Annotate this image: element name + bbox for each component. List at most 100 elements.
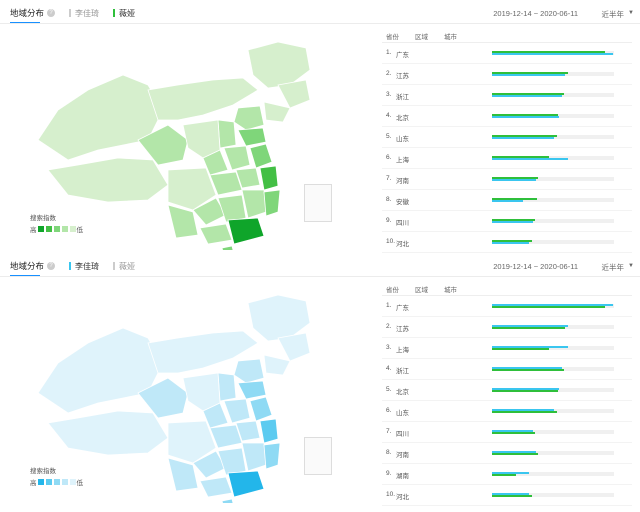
province-shape[interactable] (227, 470, 265, 498)
province-shape[interactable] (47, 410, 169, 456)
province-shape[interactable] (235, 167, 261, 189)
ranking-row[interactable]: 9. 湖南 (382, 464, 632, 485)
tab-li-jiaqi[interactable]: 李佳琦 (69, 8, 99, 19)
tab-li-jiaqi[interactable]: 李佳琦 (69, 261, 99, 272)
province-shape[interactable] (263, 101, 291, 123)
province-shape[interactable] (217, 372, 237, 402)
index-bar-primary (492, 430, 534, 432)
province-shape[interactable] (259, 418, 279, 444)
province-shape[interactable] (235, 420, 261, 442)
tab-wei-ya[interactable]: 薇娅 (113, 8, 135, 19)
ranking-row[interactable]: 5. 山东 (382, 127, 632, 148)
province-shape[interactable] (247, 294, 311, 342)
province-shape[interactable] (249, 143, 273, 169)
province-shape[interactable] (237, 127, 267, 147)
ranking-row[interactable]: 10. 河北 (382, 485, 632, 506)
province-shape[interactable] (223, 398, 251, 424)
province-shape[interactable] (233, 358, 265, 384)
province-shape[interactable] (233, 105, 265, 131)
ranking-row[interactable]: 7. 四川 (382, 422, 632, 443)
ranking-row[interactable]: 5. 北京 (382, 380, 632, 401)
legend-swatch (37, 479, 44, 485)
rank-number: 2. (386, 70, 392, 77)
tab-area[interactable]: 区域 (415, 287, 428, 294)
help-icon[interactable]: ? (47, 9, 56, 17)
province-shape[interactable] (167, 204, 199, 239)
province-shape[interactable] (249, 396, 273, 422)
province-shape[interactable] (217, 194, 247, 223)
province-shape[interactable] (227, 217, 265, 245)
province-shape[interactable] (247, 41, 311, 89)
series-marker-icon (69, 9, 72, 17)
help-icon[interactable]: ? (47, 262, 56, 270)
province-shape[interactable] (221, 245, 234, 250)
index-bar-primary (492, 493, 529, 495)
province-shape[interactable] (199, 223, 233, 245)
period-select[interactable]: 近半年 (601, 10, 625, 19)
ranking-row[interactable]: 6. 上海 (382, 148, 632, 169)
province-shape[interactable] (237, 380, 267, 400)
ranking-row[interactable]: 1. 广东 (382, 43, 632, 64)
province-shape[interactable] (263, 189, 281, 217)
province-shape[interactable] (199, 476, 233, 498)
ranking-row[interactable]: 7. 河南 (382, 169, 632, 190)
ranking-row[interactable]: 4. 北京 (382, 106, 632, 127)
ranking-row[interactable]: 8. 安徽 (382, 190, 632, 211)
ranking-row[interactable]: 3. 浙江 (382, 85, 632, 106)
ranking-row[interactable]: 8. 河南 (382, 443, 632, 464)
province-name: 上海 (396, 347, 409, 354)
province-shape[interactable] (259, 165, 279, 191)
province-shape[interactable] (167, 457, 199, 492)
period-select[interactable]: 近半年 (601, 263, 625, 272)
tab-province[interactable]: 省份 (386, 287, 399, 294)
caret-down-icon[interactable]: ▼ (628, 10, 634, 16)
legend-swatch (61, 479, 68, 485)
province-shape[interactable] (147, 77, 259, 121)
tab-region-distribution[interactable]: 地域分布? (10, 260, 56, 272)
province-shape[interactable] (221, 498, 234, 503)
province-shape[interactable] (223, 145, 251, 171)
province-shape[interactable] (202, 402, 229, 429)
rank-number: 9. (386, 217, 392, 224)
province-shape[interactable] (47, 157, 169, 203)
province-shapes (37, 41, 311, 250)
tab-wei-ya[interactable]: 薇娅 (113, 261, 135, 272)
province-shape[interactable] (167, 420, 217, 464)
tab-province[interactable]: 省份 (386, 34, 399, 41)
index-bar-primary (492, 114, 558, 116)
province-shape[interactable] (167, 167, 217, 211)
tab-area[interactable]: 区域 (415, 34, 428, 41)
province-shape[interactable] (202, 149, 229, 176)
province-shape[interactable] (277, 332, 311, 362)
province-shape[interactable] (217, 119, 237, 149)
ranking-row[interactable]: 10. 河北 (382, 232, 632, 253)
index-bar-primary (492, 304, 613, 306)
province-shape[interactable] (137, 377, 189, 419)
ranking-row[interactable]: 4. 浙江 (382, 359, 632, 380)
tab-region-distribution[interactable]: 地域分布? (10, 7, 56, 19)
legend-title: 搜索指数 (30, 215, 56, 222)
province-shape[interactable] (263, 354, 291, 376)
ranking-header: 省份 区域 城市 (382, 30, 632, 43)
index-bar-track (492, 198, 614, 202)
province-shape[interactable] (277, 79, 311, 109)
index-bar-track (492, 51, 614, 55)
province-shape[interactable] (263, 442, 281, 470)
china-heat-map (37, 294, 311, 503)
south-china-sea-inset (304, 184, 332, 222)
ranking-row[interactable]: 3. 上海 (382, 338, 632, 359)
ranking-row[interactable]: 9. 四川 (382, 211, 632, 232)
province-shape[interactable] (147, 330, 259, 374)
province-shape[interactable] (137, 124, 189, 166)
caret-down-icon[interactable]: ▼ (628, 263, 634, 269)
tab-city[interactable]: 城市 (444, 34, 457, 41)
ranking-row[interactable]: 2. 江苏 (382, 317, 632, 338)
legend-high: 高 (30, 227, 37, 234)
map-legend: 搜索指数 高 低 (30, 465, 83, 487)
province-shape[interactable] (217, 447, 247, 476)
ranking-row[interactable]: 1. 广东 (382, 296, 632, 317)
ranking-row[interactable]: 2. 江苏 (382, 64, 632, 85)
tab-city[interactable]: 城市 (444, 287, 457, 294)
ranking-row[interactable]: 6. 山东 (382, 401, 632, 422)
province-name: 广东 (396, 305, 409, 312)
